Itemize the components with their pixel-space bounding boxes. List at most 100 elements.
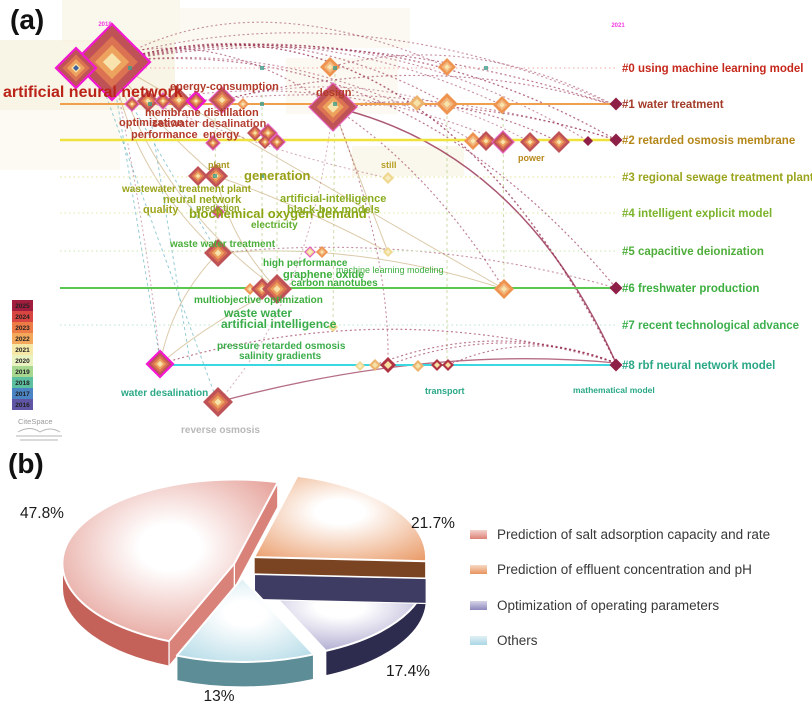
tan-link-arc	[215, 175, 278, 290]
keyword-label: performance	[131, 129, 198, 141]
tan-link-arc	[159, 252, 219, 365]
teal-link-line	[95, 67, 217, 399]
node-ring	[443, 100, 451, 108]
teal-link-line	[129, 101, 217, 251]
cluster-label: #3 regional sewage treatment plant	[622, 172, 812, 184]
citespace-logo-mark	[16, 428, 62, 441]
keyword-node	[154, 92, 172, 110]
citation-arc	[111, 43, 589, 142]
pie-slice	[175, 576, 315, 688]
keyword-label: seawater desalination	[152, 118, 267, 130]
keyword-node	[583, 136, 593, 146]
year-legend-year: 2019	[15, 369, 30, 376]
keyword-node	[262, 274, 292, 304]
keyword-label: waste water	[223, 306, 292, 320]
citation-arc	[111, 21, 448, 68]
keyword-label: design	[316, 87, 352, 99]
cluster-label: #7 recent technological advance	[622, 320, 799, 332]
node-ring	[499, 102, 505, 108]
year-legend-swatch	[12, 311, 33, 322]
keyword-label: artificial intelligence	[221, 317, 337, 331]
node-ring	[214, 249, 222, 257]
keyword-node	[442, 359, 454, 371]
cluster-label: #2 retarded osmosis membrane	[622, 135, 795, 147]
keyword-node	[204, 239, 232, 267]
citation-arc	[111, 57, 617, 289]
node-ring	[501, 286, 507, 292]
keyword-node	[412, 360, 424, 372]
node-ring	[176, 97, 182, 103]
keyword-label: mathematical model	[573, 385, 655, 395]
pie-legend-label: Optimization of operating parameters	[497, 598, 719, 613]
node-ring	[434, 362, 440, 368]
pie-percent-label: 13%	[203, 688, 234, 705]
node-ring	[385, 175, 391, 181]
citation-arc	[111, 56, 474, 142]
keyword-label: water desalination	[120, 388, 208, 399]
tan-link-arc	[111, 61, 278, 290]
pie-legend-item: Optimization of operating parameters	[470, 598, 719, 613]
year-legend-year: 2022	[15, 336, 30, 343]
year-tick-dot	[213, 174, 217, 178]
keyword-node	[304, 246, 316, 258]
keyword-label: electricity	[251, 220, 298, 231]
panel-a-label: (a)	[10, 4, 45, 35]
node-ring	[214, 398, 222, 406]
keyword-label: black-box models	[287, 204, 380, 216]
keyword-node	[476, 131, 496, 151]
node-ring	[193, 98, 199, 104]
keyword-node	[72, 22, 152, 102]
pie-legend-swatch	[470, 565, 487, 574]
citation-arc	[221, 74, 617, 107]
keyword-node	[188, 166, 208, 186]
node-ring	[415, 363, 421, 369]
node-ring	[320, 250, 324, 254]
node-ring	[470, 138, 476, 144]
citation-arc	[332, 106, 389, 366]
pie-slice	[253, 573, 428, 677]
background-patch	[180, 8, 410, 48]
keyword-node	[211, 205, 225, 219]
year-legend-year: 2016	[15, 402, 30, 409]
node-ring	[241, 102, 245, 106]
keyword-label: waste water treatment	[169, 239, 276, 250]
year-tick-dot	[128, 66, 132, 70]
node-core	[73, 65, 79, 71]
node-ring	[384, 361, 392, 369]
timeline-end-diamond	[609, 133, 623, 147]
year-tick-dot	[148, 102, 152, 106]
keyword-node	[208, 86, 236, 114]
cluster-label: #4 intelligent explicit model	[622, 208, 772, 220]
node-ring	[327, 64, 333, 70]
keyword-label: neural network	[163, 194, 242, 206]
pie-percent-label: 21.7%	[411, 515, 455, 532]
pie-legend-swatch	[470, 530, 487, 539]
node-ring	[195, 173, 201, 179]
citation-arc	[159, 328, 617, 365]
cluster-label: #1 water treatment	[622, 99, 724, 111]
keyword-node	[382, 172, 394, 184]
keyword-label: transport	[425, 386, 465, 396]
keyword-label: energy-consumption	[170, 81, 279, 93]
timeline-end-diamond	[609, 97, 623, 111]
keyword-node	[380, 357, 396, 373]
node-ring	[527, 139, 533, 145]
year-legend-swatch	[12, 344, 33, 355]
citation-arc	[329, 54, 617, 107]
timeline-end-diamond	[609, 358, 623, 372]
pie-chart-panel: 47.8% 21.7% 17.4% 13% Prediction of salt ads…	[20, 474, 770, 705]
keyword-label: high performance	[263, 258, 348, 269]
year-legend-swatch	[12, 300, 33, 311]
node-ring	[483, 138, 489, 144]
node-ring	[145, 98, 151, 104]
keyword-node	[205, 135, 221, 151]
teal-link-line	[111, 69, 161, 361]
citation-arc	[332, 106, 617, 364]
keyword-node	[383, 247, 393, 257]
citation-arc	[217, 358, 617, 403]
node-ring	[216, 210, 220, 214]
keyword-label: multiobjective optimization	[194, 295, 323, 306]
citation-arc	[332, 104, 617, 141]
year-legend-swatch	[12, 322, 33, 333]
